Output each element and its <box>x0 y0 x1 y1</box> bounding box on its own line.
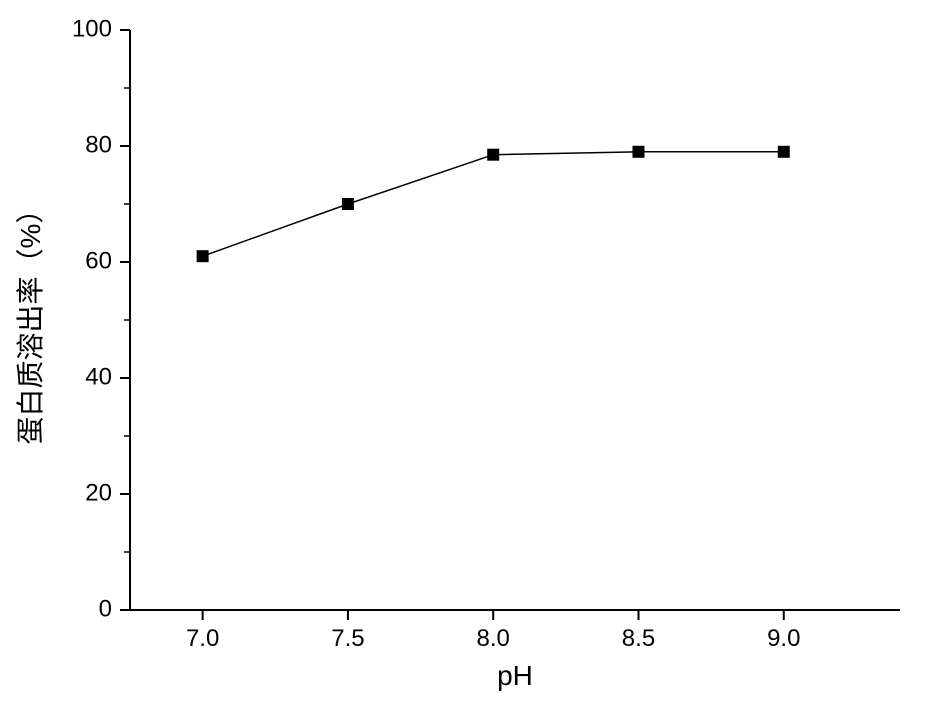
x-tick-label: 7.0 <box>186 625 219 652</box>
x-tick-label: 7.5 <box>331 625 364 652</box>
x-tick-label: 8.0 <box>477 625 510 652</box>
data-marker <box>487 149 499 161</box>
y-tick-label: 80 <box>85 131 112 158</box>
x-tick-label: 8.5 <box>622 625 655 652</box>
y-tick-label: 20 <box>85 479 112 506</box>
chart-container: 0 20 40 60 80 100 7.0 7.5 8.0 8.5 9.0 pH 蛋白质溶出率（%） <box>0 0 932 721</box>
y-axis-label: 蛋白质溶出率（%） <box>15 196 46 445</box>
x-axis-label: pH <box>497 660 533 691</box>
line-chart: 0 20 40 60 80 100 7.0 7.5 8.0 8.5 9.0 pH 蛋白质溶出率（%） <box>0 0 932 721</box>
y-tick-label: 100 <box>72 15 112 42</box>
y-tick-label: 0 <box>99 595 112 622</box>
data-marker <box>342 198 354 210</box>
data-marker <box>197 250 209 262</box>
data-marker <box>778 146 790 158</box>
x-tick-label: 9.0 <box>767 625 800 652</box>
y-tick-label: 60 <box>85 247 112 274</box>
series-line <box>203 152 784 256</box>
y-tick-label: 40 <box>85 363 112 390</box>
data-marker <box>632 146 644 158</box>
